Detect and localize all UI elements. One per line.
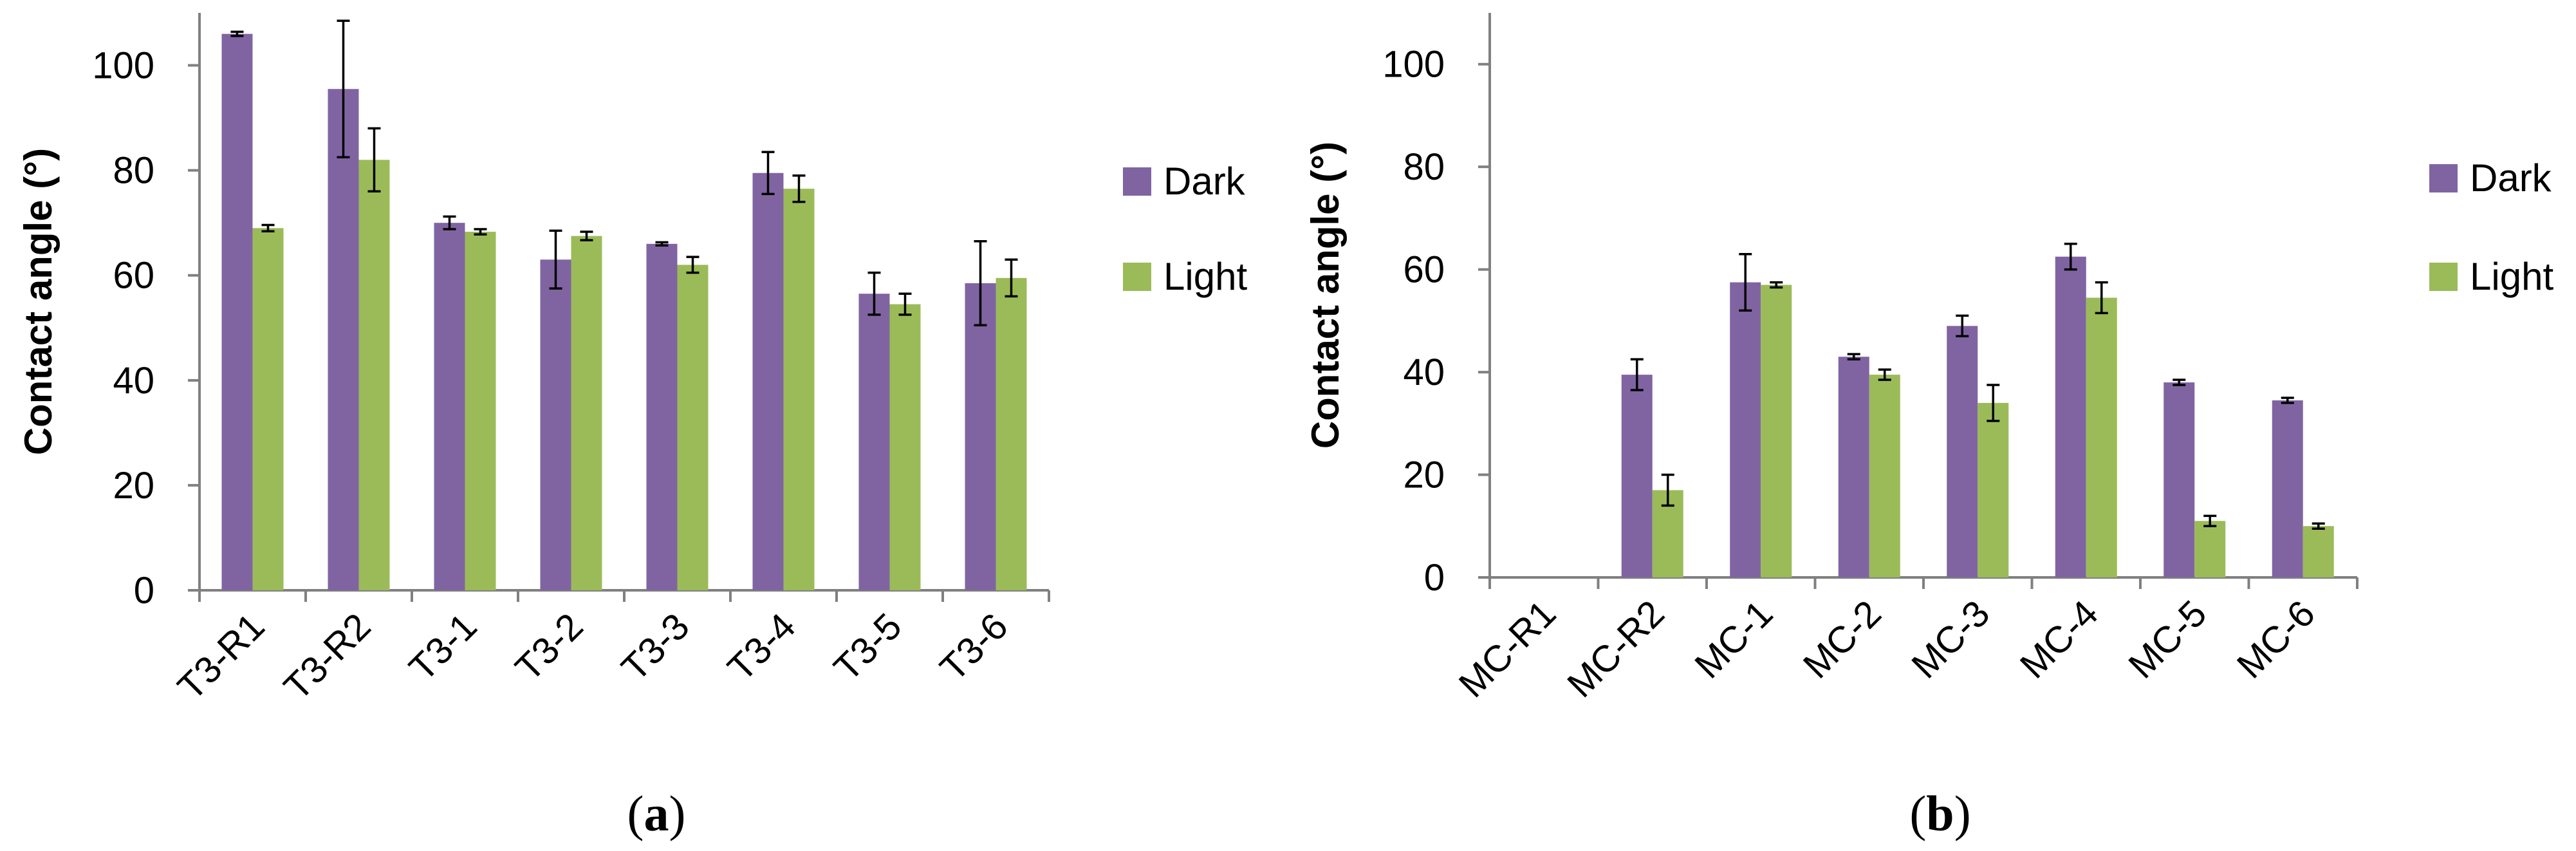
x-tick-label: MC-5 bbox=[2120, 592, 2214, 686]
panel-label: (a) bbox=[627, 785, 686, 841]
bar-dark-t3-4 bbox=[752, 173, 784, 590]
bar-dark-mc-3 bbox=[1947, 326, 1978, 577]
x-tick-label: MC-2 bbox=[1795, 592, 1889, 686]
bar-light-t3-r2 bbox=[358, 160, 390, 590]
bar-light-mc-2 bbox=[1869, 375, 1900, 577]
legend-swatch-light bbox=[1123, 263, 1151, 291]
y-tick-label: 40 bbox=[113, 360, 154, 402]
bar-light-mc-6 bbox=[2303, 526, 2334, 577]
legend-label-dark: Dark bbox=[1163, 160, 1246, 203]
y-tick-label: 80 bbox=[113, 150, 154, 192]
legend-label-light: Light bbox=[1163, 255, 1247, 298]
bar-light-t3-r1 bbox=[252, 228, 284, 590]
x-tick-label: T3-2 bbox=[507, 605, 591, 689]
y-tick-label: 100 bbox=[1382, 44, 1445, 86]
bar-dark-t3-r1 bbox=[221, 33, 253, 591]
x-tick-label: T3-1 bbox=[401, 605, 485, 689]
bar-light-t3-6 bbox=[996, 277, 1027, 590]
y-tick-label: 20 bbox=[113, 465, 154, 507]
bar-light-t3-4 bbox=[783, 189, 815, 591]
x-tick-label: T3-R2 bbox=[276, 605, 379, 708]
bar-light-t3-3 bbox=[677, 265, 709, 590]
chart-panel-a: 0 20 40 60 80 100 Contact angle (°) T3-R1 T3-R2 T… bbox=[17, 13, 1247, 841]
x-tick-label: T3-6 bbox=[932, 605, 1015, 689]
y-tick-label: 40 bbox=[1403, 351, 1445, 393]
panel-label: (b) bbox=[1909, 785, 1970, 841]
bar-dark-mc-5 bbox=[2164, 382, 2195, 577]
bar-light-t3-1 bbox=[465, 232, 496, 590]
y-tick-label: 60 bbox=[1403, 249, 1445, 291]
bar-light-t3-5 bbox=[889, 304, 921, 590]
x-tick-label: T3-R1 bbox=[170, 605, 273, 708]
bar-dark-mc-1 bbox=[1730, 282, 1761, 577]
bar-dark-mc-6 bbox=[2272, 400, 2303, 577]
bar-light-mc-5 bbox=[2194, 521, 2226, 577]
legend-swatch-dark bbox=[2429, 164, 2458, 192]
bar-dark-t3-1 bbox=[434, 223, 465, 590]
y-tick-label: 20 bbox=[1403, 454, 1445, 496]
legend-label-dark: Dark bbox=[2470, 156, 2552, 200]
bar-dark-mc-r2 bbox=[1621, 375, 1653, 577]
bar-dark-mc-2 bbox=[1838, 357, 1869, 577]
bar-light-t3-2 bbox=[571, 236, 602, 590]
bar-dark-mc-4 bbox=[2055, 256, 2086, 577]
y-tick-label: 0 bbox=[1424, 557, 1445, 599]
x-tick-label: MC-3 bbox=[1904, 592, 1997, 686]
x-tick-label: T3-3 bbox=[613, 605, 697, 689]
y-tick-label: 0 bbox=[134, 570, 154, 612]
x-tick-label: MC-1 bbox=[1687, 592, 1781, 686]
y-axis-title: Contact angle (°) bbox=[17, 148, 60, 455]
bar-light-mc-1 bbox=[1761, 285, 1792, 577]
y-tick-label: 100 bbox=[92, 45, 154, 87]
bar-dark-t3-3 bbox=[646, 243, 678, 590]
bar-dark-t3-6 bbox=[965, 283, 996, 590]
legend-swatch-dark bbox=[1123, 167, 1151, 196]
bar-light-mc-3 bbox=[1978, 402, 2009, 577]
x-tick-label: MC-R1 bbox=[1451, 592, 1564, 706]
bar-dark-t3-2 bbox=[540, 259, 571, 590]
legend-swatch-light bbox=[2429, 263, 2458, 291]
x-tick-label: MC-6 bbox=[2229, 592, 2323, 686]
y-axis-title: Contact angle (°) bbox=[1304, 142, 1347, 449]
x-tick-label: T3-5 bbox=[826, 605, 909, 689]
bar-dark-t3-5 bbox=[858, 294, 890, 590]
legend-label-light: Light bbox=[2470, 255, 2553, 298]
bar-dark-t3-r2 bbox=[328, 89, 359, 590]
x-tick-label: MC-R2 bbox=[1559, 592, 1673, 706]
bar-light-mc-4 bbox=[2086, 297, 2117, 577]
x-tick-label: MC-4 bbox=[2012, 592, 2106, 686]
y-tick-label: 60 bbox=[113, 255, 154, 297]
y-tick-label: 80 bbox=[1403, 146, 1445, 188]
x-tick-label: T3-4 bbox=[719, 605, 803, 689]
